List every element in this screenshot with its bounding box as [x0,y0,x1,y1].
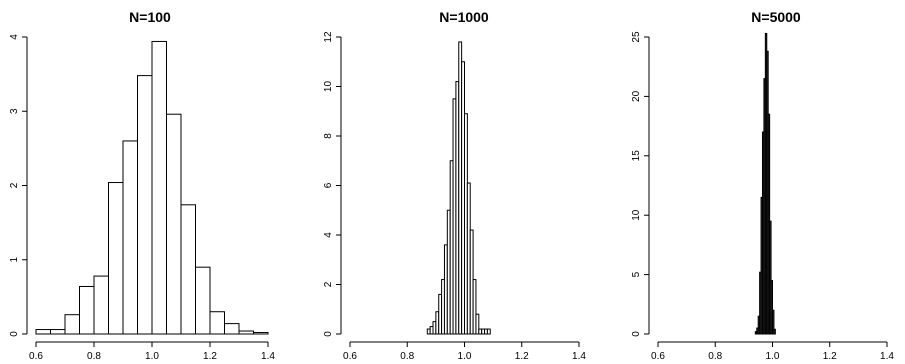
y-tick-label: 8 [323,133,334,139]
x-tick-label: 0.8 [708,351,722,362]
histogram-bar [108,182,124,335]
histogram-bar [472,279,477,335]
y-tick-label: 25 [631,31,642,43]
histogram-bar [35,329,51,335]
x-tick-label: 1.4 [261,351,275,362]
x-tick-label: 1.0 [145,351,159,362]
y-tick-label: 0 [323,331,334,337]
y-tick-label: 10 [323,81,334,93]
histogram-bar [770,280,774,335]
chart-title: N=1000 [439,9,489,25]
x-tick-label: 0.6 [343,351,357,362]
histogram-bar [137,75,153,335]
histogram-bar [79,285,95,335]
chart-title: N=5000 [751,9,801,25]
histogram-bar [769,220,772,335]
y-tick-label: 6 [323,182,334,188]
y-tick-label: 1 [9,257,20,263]
y-tick-label: 12 [323,31,334,43]
histogram-bar [151,40,167,335]
y-tick-label: 15 [631,150,642,162]
chart-panel-3: N=5000 0.6 0.8 1.0 1.2 1.4 0 5 10 15 20 25 [631,9,894,362]
x-tick-label: 0.6 [651,351,665,362]
histogram-bar [253,332,269,335]
histogram-bar [209,311,225,335]
x-tick-label: 0.6 [29,351,43,362]
x-tick-label: 1.2 [823,351,837,362]
y-tick-label: 0 [9,331,20,337]
y-tick-label: 4 [323,232,334,238]
x-tick-label: 0.8 [400,351,414,362]
chart-panel-1: N=100 0.6 0.8 1.0 1.2 1.4 0 1 2 3 4 [9,9,275,362]
y-tick-label: 4 [9,34,20,40]
y-tick-label: 5 [631,271,642,277]
y-tick-label: 2 [323,281,334,287]
histogram-bar [180,204,196,335]
y-tick-label: 2 [9,182,20,188]
x-tick-label: 1.2 [203,351,217,362]
histogram-bar [50,329,66,335]
histogram-bar [64,314,80,335]
histogram-bar [772,309,775,335]
histogram-bar [475,313,480,335]
y-tick-label: 0 [631,331,642,337]
x-tick-label: 0.8 [87,351,101,362]
histogram-bar [238,330,254,335]
histogram-bar [195,266,211,335]
y-tick-label: 3 [9,108,20,114]
histogram-bar [93,275,109,335]
histogram-bar [122,140,138,335]
x-tick-label: 1.2 [515,351,529,362]
chart-title: N=100 [129,9,171,25]
x-tick-label: 1.4 [572,351,586,362]
x-tick-label: 1.0 [766,351,780,362]
x-tick-label: 1.0 [458,351,472,362]
y-tick-label: 10 [631,209,642,221]
histogram-bar [224,323,240,335]
x-tick-label: 1.4 [880,351,894,362]
y-tick-label: 20 [631,90,642,102]
histogram-bar [486,328,491,335]
chart-panel-2: N=1000 0.6 0.8 1.0 1.2 1.4 0 2 4 6 8 10 12 [323,9,586,362]
histogram-bar [166,113,182,335]
histogram-bar [773,328,776,335]
